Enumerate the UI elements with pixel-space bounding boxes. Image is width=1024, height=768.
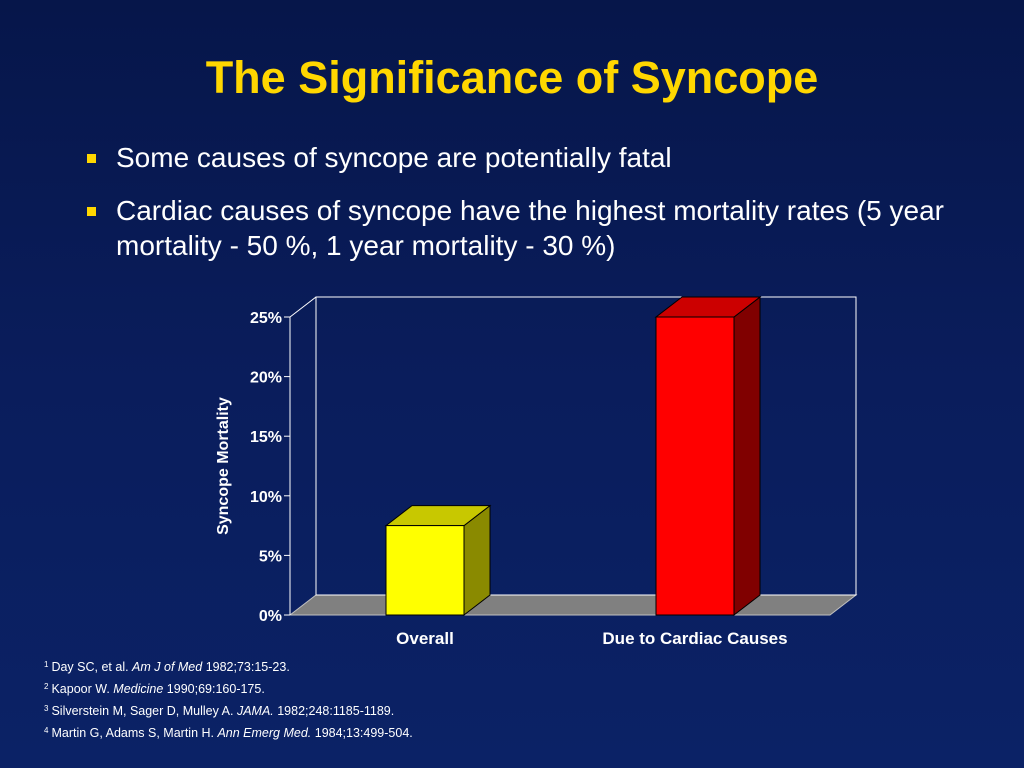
bar-front-face	[655, 316, 735, 616]
y-tick-label: 25%	[250, 310, 282, 327]
chart-bars	[384, 295, 762, 617]
footnote: 4 Martin G, Adams S, Martin H. Ann Emerg …	[44, 726, 413, 740]
x-tick-label: Overall	[396, 629, 454, 648]
x-axis-labels: Overall Due to Cardiac Causes	[396, 629, 787, 648]
y-tick-label: 20%	[250, 370, 282, 387]
footnote: 3 Silverstein M, Sager D, Mulley A. JAMA.…	[44, 704, 395, 718]
bullet-list: Some causes of syncope are potentially f…	[84, 140, 964, 281]
x-tick-label: Due to Cardiac Causes	[602, 629, 787, 648]
footnotes: 1 Day SC, et al. Am J of Med 1982;73:15-2…	[44, 655, 413, 743]
bar-overall	[384, 504, 492, 617]
bullet-text: Some causes of syncope are potentially f…	[116, 142, 672, 173]
bullet-item: Some causes of syncope are potentially f…	[84, 140, 964, 175]
bar-front-face	[385, 525, 465, 616]
y-tick-label: 5%	[259, 548, 282, 565]
y-tick-label: 10%	[250, 489, 282, 506]
square-bullet-icon	[87, 154, 96, 163]
y-axis: 0% 5% 10% 15% 20% 25%	[250, 310, 290, 625]
chart-floor	[288, 594, 858, 616]
y-tick-label: 0%	[259, 608, 282, 625]
footnote: 1 Day SC, et al. Am J of Med 1982;73:15-2…	[44, 660, 290, 674]
slide-title: The Significance of Syncope	[205, 52, 819, 103]
bar-cardiac	[654, 295, 762, 617]
square-bullet-icon	[87, 207, 96, 216]
chart-frame	[288, 296, 858, 616]
y-axis-label: Syncope Mortality	[215, 397, 232, 535]
bar-side-face	[733, 295, 761, 617]
bullet-item: Cardiac causes of syncope have the highe…	[84, 193, 964, 263]
chart-back-wall	[315, 296, 857, 596]
chart-top-edge	[289, 296, 317, 318]
y-tick-label: 15%	[250, 429, 282, 446]
footnote: 2 Kapoor W. Medicine 1990;69:160-175.	[44, 682, 265, 696]
bullet-text: Cardiac causes of syncope have the highe…	[116, 195, 944, 261]
